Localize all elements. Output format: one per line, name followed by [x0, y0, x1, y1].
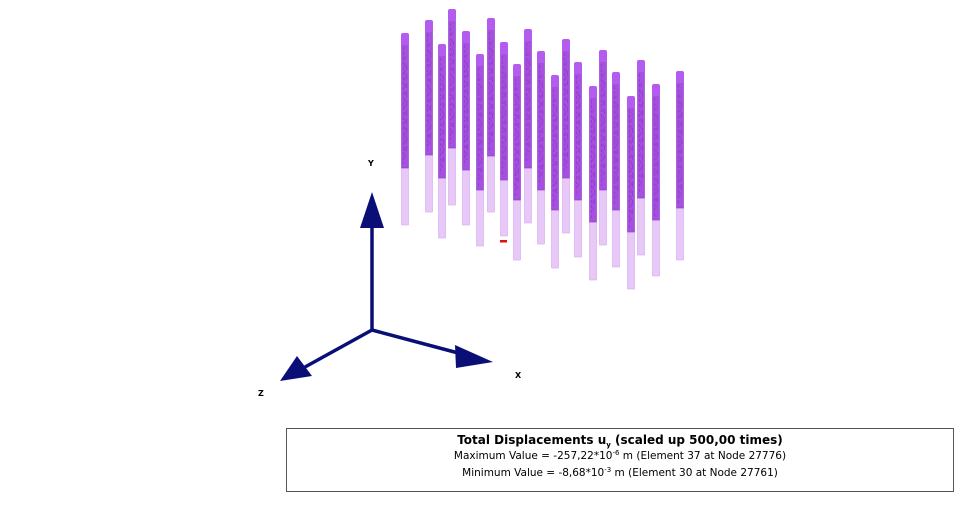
pile-lower-segment [627, 231, 635, 290]
pile-cap [487, 18, 495, 30]
legend-title-prefix: Total Displacements u [457, 433, 607, 447]
pile-4 [448, 9, 456, 206]
x-axis-line [371, 328, 463, 356]
pile-17 [612, 72, 620, 268]
pile-cap [637, 60, 645, 72]
max-value-exponent: -6 [612, 449, 620, 457]
pile-18 [627, 96, 635, 290]
pile-lower-segment [500, 179, 508, 237]
pile-lower-segment [487, 155, 495, 213]
pile-cap [551, 75, 559, 87]
max-value-prefix: Maximum Value = -257,22*10 [453, 450, 613, 462]
pile-11 [537, 51, 545, 245]
pile-cap [448, 9, 456, 21]
pile-3 [438, 44, 446, 239]
y-axis-label: Y [367, 159, 374, 168]
pile-group [401, 9, 684, 290]
pile-14 [574, 62, 582, 258]
pile-lower-segment [448, 147, 456, 206]
pile-16 [599, 50, 607, 246]
x-axis-arrowhead [455, 345, 493, 368]
pile-lower-segment [551, 209, 559, 269]
pile-lower-segment [589, 221, 597, 281]
pile-lower-segment [438, 177, 446, 239]
result-legend: Total Displacements uy (scaled up 500,00… [286, 428, 954, 492]
pile-cap [652, 84, 660, 96]
model-viewport[interactable]: Y X Z [0, 0, 961, 420]
pile-lower-segment [462, 169, 470, 226]
pile-19 [637, 60, 645, 256]
pile-lower-segment [476, 189, 484, 247]
pile-cap [562, 39, 570, 51]
pile-cap [401, 33, 409, 45]
pile-lower-segment [574, 199, 582, 258]
legend-title-subscript: y [606, 441, 611, 449]
pile-cap [612, 72, 620, 84]
pile-cap [524, 29, 532, 41]
max-value-line: Maximum Value = -257,22*10-6 m (Element … [287, 448, 953, 465]
z-axis-arrowhead [280, 356, 312, 381]
reference-marker [500, 240, 507, 243]
pile-5 [462, 31, 470, 226]
pile-cap [425, 20, 433, 32]
pile-cap [599, 50, 607, 62]
pile-lower-segment [562, 177, 570, 234]
pile-cap [500, 42, 508, 54]
max-value-suffix: m (Element 37 at Node 27776) [619, 450, 787, 462]
axis-triad: Y X Z [258, 159, 522, 398]
pile-lower-segment [513, 199, 521, 261]
z-axis-label: Z [258, 389, 264, 398]
legend-title: Total Displacements uy (scaled up 500,00… [287, 433, 953, 449]
pile-6 [476, 54, 484, 247]
pile-lower-segment [652, 219, 660, 277]
pile-lower-segment [537, 189, 545, 245]
min-value-suffix: m (Element 30 at Node 27761) [611, 467, 778, 479]
pile-lower-segment [401, 167, 409, 226]
pile-12 [551, 75, 559, 269]
pile-lower-segment [637, 197, 645, 256]
pile-cap [438, 44, 446, 56]
pile-lower-segment [612, 209, 620, 268]
pile-cap [574, 62, 582, 74]
pile-20 [652, 84, 660, 277]
min-value-line: Minimum Value = -8,68*10-3 m (Element 30… [287, 465, 953, 482]
pile-cap [537, 51, 545, 63]
z-axis-line [304, 328, 373, 369]
pile-13 [562, 39, 570, 234]
pile-cap [476, 54, 484, 66]
min-value-exponent: -3 [604, 466, 612, 474]
pile-7 [487, 18, 495, 213]
pile-2 [425, 20, 433, 213]
pile-cap [627, 96, 635, 108]
x-axis-label: X [515, 371, 522, 380]
pile-cap [513, 64, 521, 76]
pile-cap [676, 71, 684, 83]
pile-15 [589, 86, 597, 281]
pile-9 [513, 64, 521, 261]
pile-21 [676, 71, 684, 261]
pile-10 [524, 29, 532, 224]
pile-lower-segment [599, 189, 607, 246]
legend-title-suffix: (scaled up 500,00 times) [610, 433, 783, 447]
y-axis-arrowhead [360, 192, 384, 228]
pile-cap [462, 31, 470, 43]
pile-1 [401, 33, 409, 226]
pile-lower-segment [425, 154, 433, 213]
pile-cap [589, 86, 597, 98]
pile-lower-segment [676, 207, 684, 261]
pile-8 [500, 42, 508, 237]
min-value-prefix: Minimum Value = -8,68*10 [462, 467, 605, 479]
pile-lower-segment [524, 167, 532, 224]
